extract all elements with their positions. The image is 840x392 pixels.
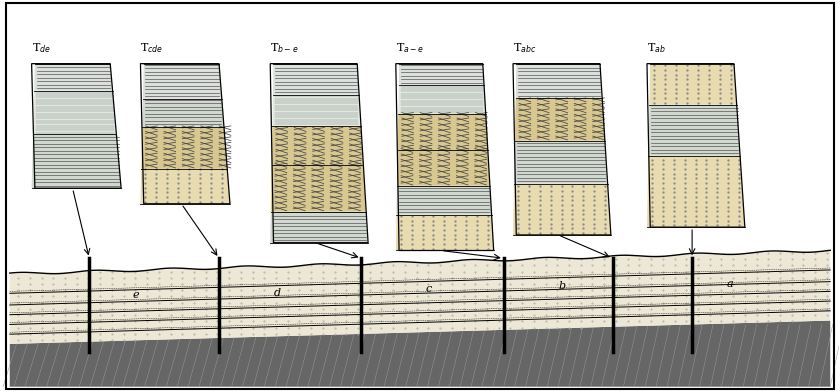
Text: T$_{ab}$: T$_{ab}$ <box>647 41 666 55</box>
Polygon shape <box>647 156 745 227</box>
Text: a: a <box>727 279 733 289</box>
Polygon shape <box>648 105 740 156</box>
Polygon shape <box>397 114 488 150</box>
Polygon shape <box>397 150 490 186</box>
Polygon shape <box>271 126 364 165</box>
Polygon shape <box>270 212 368 243</box>
Polygon shape <box>10 321 830 387</box>
Text: T$_{a-e}$: T$_{a-e}$ <box>396 41 424 55</box>
Text: T$_{abc}$: T$_{abc}$ <box>513 41 536 55</box>
Polygon shape <box>515 98 605 141</box>
Polygon shape <box>270 165 366 212</box>
Polygon shape <box>272 95 361 126</box>
Text: T$_{b-e}$: T$_{b-e}$ <box>270 41 298 55</box>
Text: c: c <box>425 285 432 294</box>
Polygon shape <box>141 127 228 169</box>
Polygon shape <box>516 64 602 98</box>
Text: b: b <box>559 281 566 291</box>
Polygon shape <box>398 85 486 114</box>
Polygon shape <box>142 99 224 127</box>
Polygon shape <box>34 64 113 91</box>
Polygon shape <box>33 91 117 134</box>
Polygon shape <box>140 169 230 204</box>
Polygon shape <box>399 64 484 85</box>
Polygon shape <box>273 64 360 95</box>
Polygon shape <box>32 134 121 188</box>
Text: T$_{cde}$: T$_{cde}$ <box>140 41 164 55</box>
Polygon shape <box>513 183 611 235</box>
Text: e: e <box>132 290 139 300</box>
Polygon shape <box>396 214 494 250</box>
Polygon shape <box>649 64 737 105</box>
Text: T$_{de}$: T$_{de}$ <box>32 41 50 55</box>
Text: d: d <box>274 287 281 298</box>
Polygon shape <box>514 141 607 183</box>
Polygon shape <box>10 250 830 344</box>
Polygon shape <box>396 186 491 214</box>
Polygon shape <box>143 64 222 99</box>
